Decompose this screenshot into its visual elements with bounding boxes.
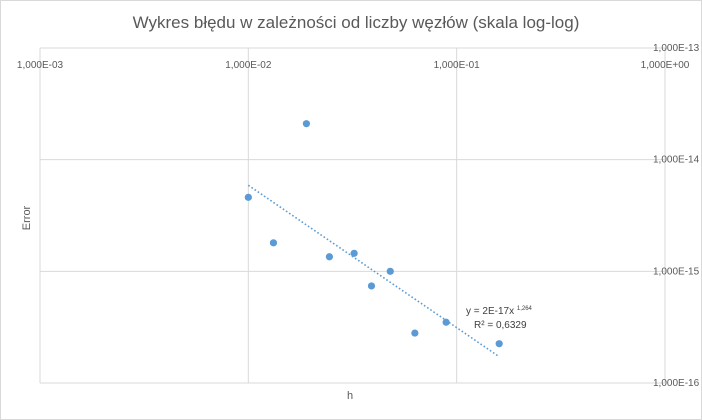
grid [39,47,666,384]
data-point [325,253,334,261]
y-tick-label: 1,000E-14 [653,155,700,166]
data-point [442,318,450,326]
data-point [495,340,503,348]
data-point [386,267,394,275]
y-axis-ticks: 1,000E-13 1,000E-14 1,000E-15 1,000E-16 [653,43,700,389]
trendline-equation: y = 2E-17x 1,264 R² = 0,6329 [466,306,533,331]
r-squared-text: R² = 0,6329 [474,320,527,331]
data-point [244,193,252,201]
trendline [247,184,500,358]
data-point [411,329,419,337]
data-point [302,120,311,128]
x-tick-label: 1,000E-03 [17,60,64,71]
x-axis-ticks: 1,000E-03 1,000E-02 1,000E-01 1,000E+00 [17,60,690,71]
data-point [269,239,278,247]
points-layer [244,120,503,348]
data-point [367,282,376,290]
y-tick-label: 1,000E-16 [653,378,700,389]
data-point [350,249,358,257]
y-tick-label: 1,000E-15 [653,266,700,277]
x-tick-label: 1,000E+00 [641,60,690,71]
x-tick-label: 1,000E-01 [434,60,481,71]
x-tick-label: 1,000E-02 [225,60,272,71]
equation-exponent: 1,264 [517,306,533,312]
y-tick-label: 1,000E-13 [653,43,700,54]
x-axis-title: h [347,390,353,402]
equation-text: y = 2E-17x 1,264 [466,306,533,317]
trendline-layer [247,184,500,358]
chart-title: Wykres błędu w zależności od liczby węzł… [133,13,580,32]
y-axis-title: Error [21,205,33,230]
equation-prefix: y = 2E-17x [466,306,517,317]
